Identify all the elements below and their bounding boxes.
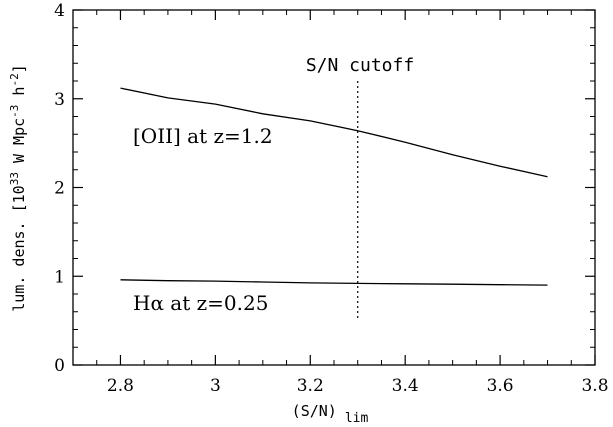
x-tick-label: 3.6 [487,376,514,396]
y-axis-label-part2: W Mpc [10,118,28,172]
y-axis-label-sup1: 33 [8,172,21,185]
x-axis-label-subscript: lim [345,411,369,426]
x-tick-label: 3 [210,376,221,396]
y-tick-label: 1 [54,267,65,287]
series-lines [120,87,548,286]
y-tick-label: 0 [54,356,65,376]
x-tick-label: 3.4 [392,376,419,396]
x-tick-label: 3.8 [581,376,608,396]
y-axis-label-sup2: -3 [8,105,21,118]
y-tick-label: 4 [54,1,65,21]
x-axis-label-main: (S/N) [292,402,337,420]
x-tick-label: 2.8 [107,376,134,396]
x-tick-label: 3.2 [297,376,324,396]
y-axis-label-part1: lum. dens. [10 [10,185,28,311]
series-line-1 [120,279,548,286]
y-axis-label-sup3: -2 [8,73,21,86]
cutoff-label: S/N cutoff [306,55,414,76]
series-label-oii: [OII] at z=1.2 [133,124,273,148]
y-tick-label: 2 [54,179,65,199]
tick-labels: 2.8 3 3.2 3.4 3.6 3.8 0 1 2 3 4 [54,1,608,396]
series-line-0 [120,87,548,178]
x-axis-label: (S/N) lim [292,402,369,426]
y-axis-label-end: ] [10,64,28,73]
y-axis-label-part3: h [10,87,28,105]
y-axis-label: lum. dens. [1033 W Mpc-3 h-2] [8,64,28,311]
series-label-halpha: Hα at z=0.25 [133,291,268,315]
axis-ticks [73,9,596,366]
y-tick-label: 3 [54,90,65,110]
